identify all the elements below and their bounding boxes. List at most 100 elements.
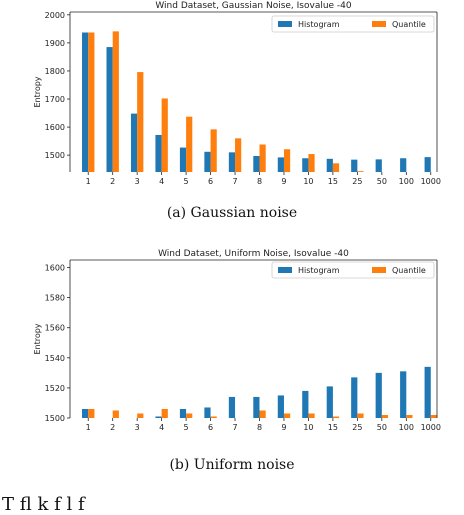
x-tick-label-4: 4 <box>159 423 164 432</box>
y-tick-label-1500: 1500 <box>45 414 65 423</box>
x-tick-label-2: 2 <box>110 423 115 432</box>
x-tick-label-1: 1 <box>86 423 91 432</box>
y-tick-label-2000: 2000 <box>45 11 65 20</box>
legend-swatch-histogram <box>278 267 292 273</box>
bar-histogram-25 <box>351 377 358 418</box>
caption-uniform: (b) Uniform noise <box>169 457 295 473</box>
bar-quantile-15 <box>332 416 340 418</box>
bar-histogram-1000 <box>424 366 431 418</box>
bar-quantile-3 <box>137 72 144 172</box>
bar-quantile-10 <box>308 154 315 172</box>
bar-quantile-10 <box>308 413 315 418</box>
bar-quantile-25 <box>357 413 364 418</box>
bar-histogram-2 <box>106 47 113 172</box>
bar-histogram-4 <box>155 134 162 172</box>
x-tick-label-25: 25 <box>352 177 362 186</box>
x-tick-label-5: 5 <box>184 177 189 186</box>
y-tick-label-1900: 1900 <box>45 39 65 48</box>
bar-histogram-8 <box>253 156 260 172</box>
x-tick-label-10: 10 <box>303 177 313 186</box>
x-tick-label-9: 9 <box>281 177 286 186</box>
bar-quantile-100 <box>406 414 413 418</box>
bar-quantile-5 <box>186 116 193 172</box>
bar-quantile-25 <box>357 171 364 172</box>
bar-histogram-25 <box>351 159 358 172</box>
y-tick-label-1700: 1700 <box>45 95 65 104</box>
bar-histogram-15 <box>326 158 333 172</box>
x-tick-label-4: 4 <box>159 177 164 186</box>
bar-quantile-5 <box>186 413 193 418</box>
bar-histogram-5 <box>179 147 187 172</box>
legend-label-quantile: Quantile <box>392 20 426 29</box>
x-tick-label-10: 10 <box>303 423 313 432</box>
bar-quantile-1 <box>88 32 95 172</box>
bar-quantile-7 <box>235 138 242 172</box>
cut-off-body-text: T fl k f l f <box>2 494 85 515</box>
bar-histogram-5 <box>179 408 187 418</box>
x-tick-label-1000: 1000 <box>421 423 441 432</box>
y-tick-label-1580: 1580 <box>45 294 65 303</box>
y-tick-label-1560: 1560 <box>45 324 65 333</box>
bar-histogram-10 <box>302 158 309 172</box>
bar-histogram-9 <box>277 157 284 172</box>
bar-histogram-3 <box>130 113 138 172</box>
bar-histogram-1000 <box>424 157 431 172</box>
bar-quantile-2 <box>112 31 119 172</box>
bar-quantile-9 <box>283 413 291 418</box>
chart-title: Wind Dataset, Gaussian Noise, Isovalue -… <box>155 1 352 11</box>
y-tick-label-1800: 1800 <box>45 67 65 76</box>
bar-histogram-1 <box>82 32 89 172</box>
bar-quantile-1000 <box>430 414 437 418</box>
bar-quantile-15 <box>332 163 340 172</box>
bar-quantile-4 <box>161 98 168 172</box>
x-tick-label-15: 15 <box>328 423 338 432</box>
bar-histogram-1 <box>82 408 89 418</box>
bar-histogram-8 <box>253 396 260 418</box>
bar-quantile-2 <box>112 410 119 418</box>
legend-swatch-quantile <box>372 267 386 273</box>
x-tick-label-50: 50 <box>377 423 387 432</box>
bar-histogram-10 <box>302 390 309 418</box>
x-tick-label-9: 9 <box>281 423 286 432</box>
legend-label-histogram: Histogram <box>298 266 340 275</box>
legend-label-histogram: Histogram <box>298 20 340 29</box>
legend-swatch-histogram <box>278 21 292 27</box>
x-tick-label-100: 100 <box>399 423 414 432</box>
bar-histogram-50 <box>375 159 382 172</box>
x-tick-label-8: 8 <box>257 177 262 186</box>
x-tick-label-7: 7 <box>232 177 237 186</box>
bar-histogram-9 <box>277 395 284 418</box>
bar-quantile-8 <box>259 144 266 172</box>
y-axis-label: Entropy <box>33 76 42 107</box>
bar-histogram-100 <box>400 158 407 172</box>
x-tick-label-6: 6 <box>208 177 213 186</box>
legend-box <box>271 15 435 33</box>
chart-uniform-noise: Wind Dataset, Uniform Noise, Isovalue -4… <box>33 249 441 432</box>
legend-swatch-quantile <box>372 21 386 27</box>
bar-quantile-6 <box>210 416 217 418</box>
bar-histogram-7 <box>228 396 236 418</box>
bar-quantile-4 <box>161 408 168 418</box>
y-tick-label-1500: 1500 <box>45 151 65 160</box>
bar-quantile-9 <box>283 149 291 172</box>
x-tick-label-15: 15 <box>328 177 338 186</box>
bar-quantile-8 <box>259 410 266 418</box>
chart-gaussian-noise: Wind Dataset, Gaussian Noise, Isovalue -… <box>33 1 441 186</box>
bar-histogram-7 <box>228 152 236 172</box>
bar-histogram-100 <box>400 371 407 418</box>
bar-histogram-15 <box>326 386 333 418</box>
x-tick-label-8: 8 <box>257 423 262 432</box>
x-tick-label-6: 6 <box>208 423 213 432</box>
bar-histogram-4 <box>155 416 162 418</box>
x-tick-label-7: 7 <box>232 423 237 432</box>
bar-histogram-6 <box>204 151 211 172</box>
bar-histogram-6 <box>204 407 211 418</box>
bar-histogram-50 <box>375 372 382 418</box>
y-tick-label-1600: 1600 <box>45 123 65 132</box>
bar-quantile-50 <box>381 414 389 418</box>
caption-gaussian: (a) Gaussian noise <box>166 205 298 221</box>
y-axis-label: Entropy <box>33 323 42 354</box>
bar-quantile-3 <box>137 413 144 418</box>
y-tick-label-1540: 1540 <box>45 354 65 363</box>
x-tick-label-3: 3 <box>135 423 140 432</box>
